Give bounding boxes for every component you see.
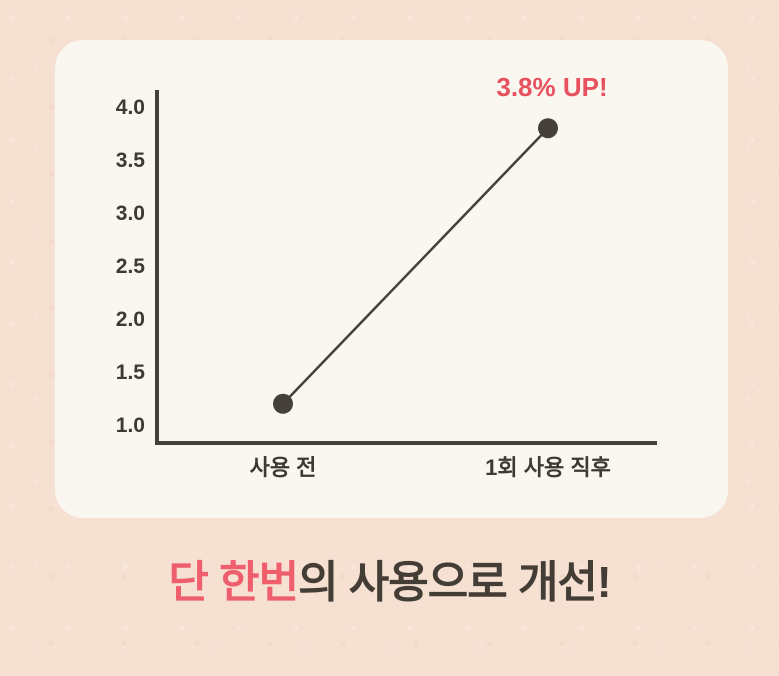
caption: 단 한번의 사용으로 개선! <box>0 546 779 610</box>
data-point <box>538 118 558 139</box>
y-tick-label: 3.0 <box>116 202 145 225</box>
data-point <box>273 393 293 414</box>
y-tick-label: 4.0 <box>116 96 145 119</box>
caption-highlight: 단 한번 <box>168 558 299 607</box>
line-chart: 1.0 1.5 2.0 2.5 3.0 3.5 4.0 사용 전 1회 사용 직후 3.8% UP… <box>116 72 657 480</box>
y-tick-label: 3.5 <box>116 149 146 172</box>
y-tick-label: 1.0 <box>116 414 145 437</box>
caption-rest: 의 사용으로 개선! <box>298 558 611 607</box>
y-tick-label: 2.5 <box>116 255 146 278</box>
y-tick-label: 1.5 <box>116 361 146 384</box>
annotation-label: 3.8% UP! <box>496 72 607 102</box>
x-category-label: 1회 사용 직후 <box>485 455 611 480</box>
y-tick-label: 2.0 <box>116 308 145 331</box>
chart-card: 1.0 1.5 2.0 2.5 3.0 3.5 4.0 사용 전 1회 사용 직후 3.8% UP… <box>55 40 728 518</box>
x-category-label: 사용 전 <box>250 455 317 480</box>
data-line <box>282 127 549 405</box>
